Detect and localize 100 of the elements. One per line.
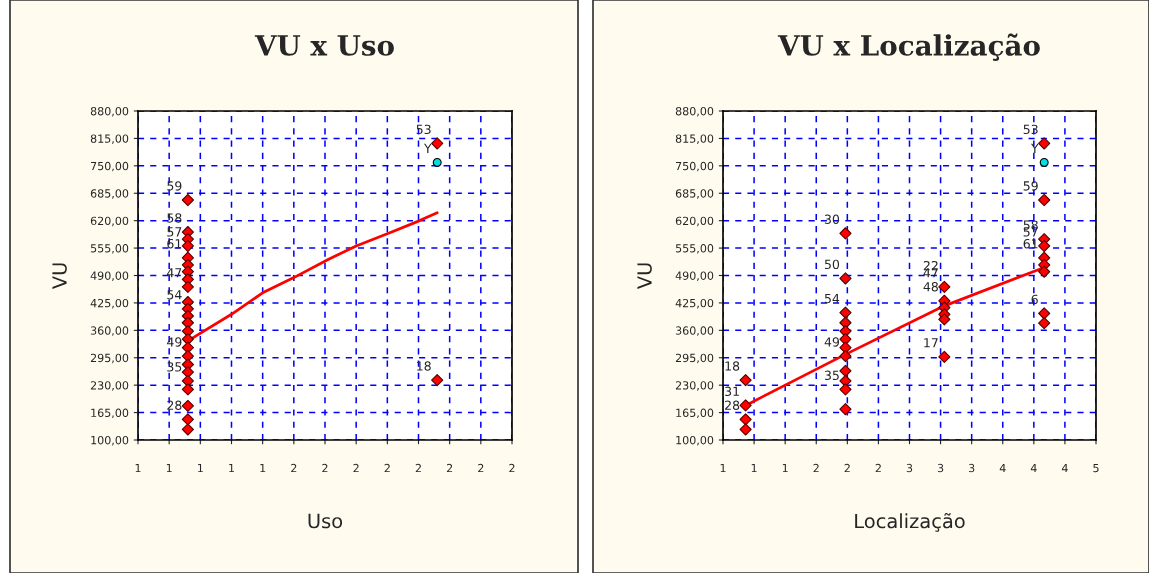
chart-title: VU x Uso xyxy=(254,35,394,56)
point xyxy=(181,423,194,436)
x-tick-label: 2 xyxy=(844,463,850,473)
point xyxy=(1038,317,1051,330)
annotation: 49 xyxy=(824,337,840,347)
point xyxy=(1038,137,1051,150)
x-tick-label: 3 xyxy=(968,463,975,473)
y-tick-label: 620,00 xyxy=(90,216,129,227)
x-tick-label: 1 xyxy=(782,463,788,473)
x-tick-label: 4 xyxy=(1061,463,1068,473)
x-tick-label: 2 xyxy=(415,463,421,473)
y-tick-label: 165,00 xyxy=(91,408,129,419)
y-tick-label: 685,00 xyxy=(675,189,714,199)
annotation: 6 xyxy=(1031,294,1038,305)
annotation: 49 xyxy=(167,337,182,347)
x-tick-label: 2 xyxy=(446,463,453,473)
annotation: 54 xyxy=(167,290,182,300)
y-tick-label: 165,00 xyxy=(676,408,714,419)
x-tick-label: 2 xyxy=(322,463,328,473)
y-tick-label: 230,00 xyxy=(675,381,714,391)
point xyxy=(1039,157,1049,167)
chart-title: VU x Localização xyxy=(777,33,1040,61)
x-tick-label: 1 xyxy=(166,463,172,473)
x-tick-label: 1 xyxy=(260,463,266,473)
x-tick-label: 2 xyxy=(478,463,484,473)
x-axis-title: Uso xyxy=(308,513,343,529)
y-tick-label: 685,00 xyxy=(90,189,129,199)
y-tick-label: 750,00 xyxy=(91,161,129,172)
y-axis-title: VU xyxy=(637,263,652,290)
annotation: 35 xyxy=(824,370,839,381)
annotation: 50 xyxy=(824,259,840,270)
annotation: 17 xyxy=(924,338,938,348)
point xyxy=(431,137,444,150)
y-tick-label: 620,00 xyxy=(675,216,714,227)
x-tick-label: 1 xyxy=(751,463,757,473)
x-tick-label: 4 xyxy=(1030,463,1037,473)
x-axis-title: Localização xyxy=(855,512,965,532)
point xyxy=(938,350,951,364)
point xyxy=(181,399,194,412)
point xyxy=(839,383,852,396)
y-tick-label: 555,00 xyxy=(675,244,714,254)
annotation: 30 xyxy=(824,214,840,224)
annotation: 48 xyxy=(923,281,938,292)
x-tick-label: 1 xyxy=(720,463,726,473)
y-tick-label: 425,00 xyxy=(90,298,129,309)
point xyxy=(431,373,444,387)
annotation: Y xyxy=(423,143,432,153)
point xyxy=(839,272,852,285)
point xyxy=(181,413,194,426)
y-tick-label: 880,00 xyxy=(675,106,714,117)
annotation: 61 xyxy=(167,238,182,249)
y-tick-label: 815,00 xyxy=(675,134,714,144)
y-tick-label: 750,00 xyxy=(676,161,714,172)
annotation: 31 xyxy=(725,386,739,397)
annotation: 53 xyxy=(1023,124,1038,135)
point xyxy=(1038,193,1051,207)
y-tick-label: 490,00 xyxy=(90,271,129,282)
x-tick-label: 1 xyxy=(229,463,235,473)
y-axis-title: VU xyxy=(52,263,67,290)
point xyxy=(739,399,752,412)
point xyxy=(181,280,194,293)
point xyxy=(739,423,752,436)
annotation: 28 xyxy=(167,400,182,410)
point xyxy=(839,227,852,240)
annotation: Y xyxy=(1030,143,1039,153)
point xyxy=(1038,265,1051,278)
y-tick-label: 295,00 xyxy=(675,353,714,364)
annotation: 18 xyxy=(725,361,740,371)
point xyxy=(739,373,752,387)
y-tick-label: 360,00 xyxy=(90,326,129,336)
point xyxy=(181,193,194,207)
point xyxy=(938,313,951,326)
annotation: 54 xyxy=(824,293,840,304)
y-tick-label: 295,00 xyxy=(90,353,129,364)
x-tick-label: 2 xyxy=(384,463,390,473)
x-tick-label: 1 xyxy=(135,463,141,473)
x-tick-label: 2 xyxy=(813,463,819,473)
y-tick-label: 490,00 xyxy=(675,271,714,282)
x-tick-label: 1 xyxy=(198,463,203,473)
y-tick-label: 815,00 xyxy=(90,134,129,144)
y-tick-label: 230,00 xyxy=(90,381,129,391)
point xyxy=(839,403,852,416)
annotation: 18 xyxy=(417,361,431,371)
annotation: 57 xyxy=(167,227,182,237)
point xyxy=(839,306,852,319)
point xyxy=(432,157,442,167)
point xyxy=(181,365,194,379)
x-tick-label: 2 xyxy=(509,463,515,473)
annotation: 35 xyxy=(167,362,182,372)
y-tick-label: 360,00 xyxy=(675,326,714,336)
annotation: 59 xyxy=(167,181,182,191)
point xyxy=(739,413,752,426)
y-tick-label: 100,00 xyxy=(91,435,129,446)
point xyxy=(1038,239,1051,253)
x-tick-label: 2 xyxy=(875,463,881,473)
x-tick-label: 3 xyxy=(906,463,913,473)
x-tick-label: 4 xyxy=(999,463,1006,473)
point xyxy=(181,383,194,396)
x-tick-label: 2 xyxy=(291,463,297,473)
annotation: 61 xyxy=(1023,238,1038,249)
